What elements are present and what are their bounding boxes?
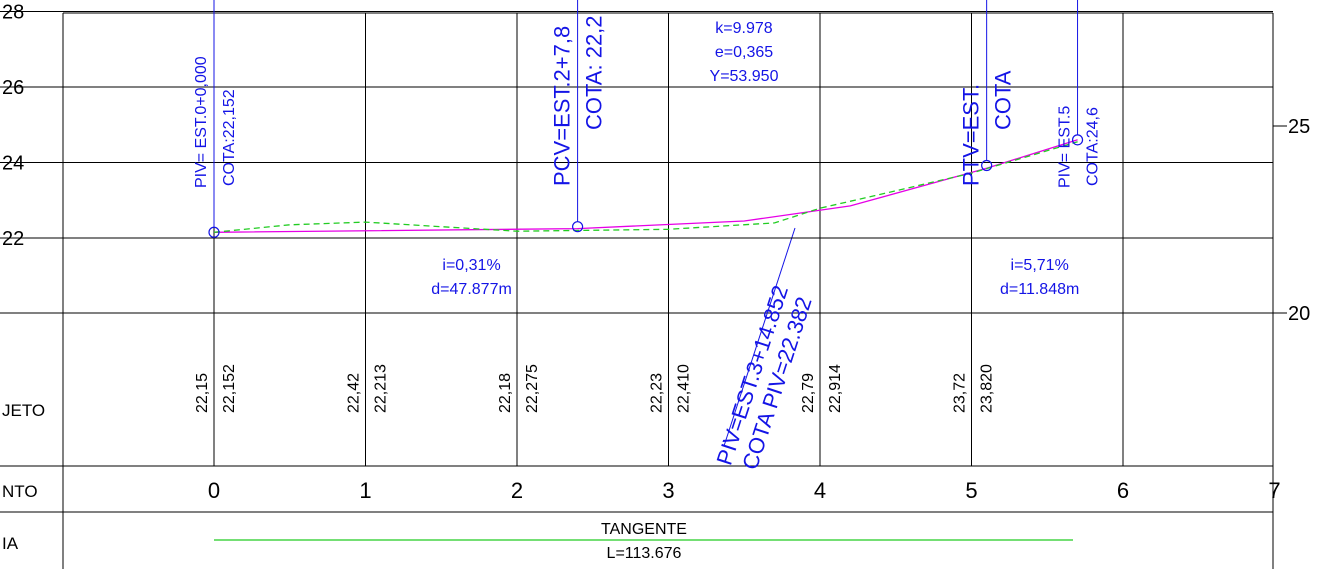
terrain-elevation-value: 22,42 [346, 373, 363, 413]
row-label-geometry: IA [2, 534, 19, 553]
design-elevation-value: 22,213 [373, 364, 390, 413]
x-tick-label: 6 [1117, 478, 1129, 503]
y-tick-label: 28 [2, 2, 24, 24]
vertex-marker [208, 226, 220, 238]
x-tick-label: 3 [662, 478, 674, 503]
terrain-elevation-value: 22,23 [649, 373, 666, 413]
grade-distance-label: d=11.848m [1000, 281, 1079, 298]
terrain-elevation-value: 22,18 [497, 373, 514, 413]
vertex-station-label: PIV= EST.0+0,000 [193, 56, 210, 188]
x-tick-label: 4 [814, 478, 826, 503]
terrain-elevation-value: 23,72 [952, 373, 969, 413]
design-elevation-value: 23,820 [979, 364, 996, 413]
design-elevation-value: 22,152 [221, 364, 238, 413]
design-elevation-value: 22,275 [524, 364, 541, 413]
terrain-line [213, 141, 1078, 233]
row-label-stake: NTO [2, 482, 38, 501]
x-tick-label: 2 [511, 478, 523, 503]
x-tick-label: 5 [965, 478, 977, 503]
piv-leader-line [723, 227, 796, 447]
grade-percent-label: i=0,31% [442, 257, 500, 274]
geometry-length: L=113.676 [607, 545, 682, 562]
design-elevation-value: 22,914 [827, 364, 844, 413]
x-tick-label: 0 [208, 478, 220, 503]
grade-distance-label: d=47.877m [431, 281, 512, 298]
design-grade-line [213, 139, 1078, 233]
design-elevation-value: 22,410 [676, 364, 693, 413]
x-tick-label: 7 [1268, 478, 1280, 503]
vertex-station-label: PIV= EST.5 [1057, 106, 1074, 188]
vertex-elevation-label: COTA [991, 70, 1016, 130]
x-tick-label: 1 [359, 478, 371, 503]
vertex-elevation-label: COTA: 22,2 [582, 15, 607, 130]
vertex-marker [1071, 134, 1084, 146]
grade-percent-label: i=5,71% [1011, 257, 1069, 274]
vertex-marker [981, 159, 993, 172]
right-scale-label: 20 [1288, 303, 1310, 325]
right-scale-label: 25 [1288, 116, 1310, 138]
curve-param: e=0,365 [715, 44, 773, 61]
geometry-label: TANGENTE [601, 521, 687, 538]
y-tick-label: 26 [2, 77, 24, 99]
terrain-elevation-value: 22,15 [194, 373, 211, 413]
vertex-elevation-label: COTA:24,6 [1085, 107, 1102, 186]
y-tick-label: 22 [2, 228, 24, 250]
y-tick-label: 24 [2, 153, 24, 175]
vertex-elevation-label: COTA:22,152 [221, 89, 238, 186]
curve-param: Y=53.950 [710, 68, 779, 85]
vertex-station-label: PTV=EST. [959, 84, 984, 186]
row-label-project: JETO [2, 401, 45, 420]
terrain-elevation-value: 22,79 [800, 373, 817, 413]
curve-param: k=9.978 [715, 20, 772, 37]
vertex-marker [571, 221, 584, 233]
vertex-station-label: PCV=EST.2+7,8 [550, 26, 575, 186]
